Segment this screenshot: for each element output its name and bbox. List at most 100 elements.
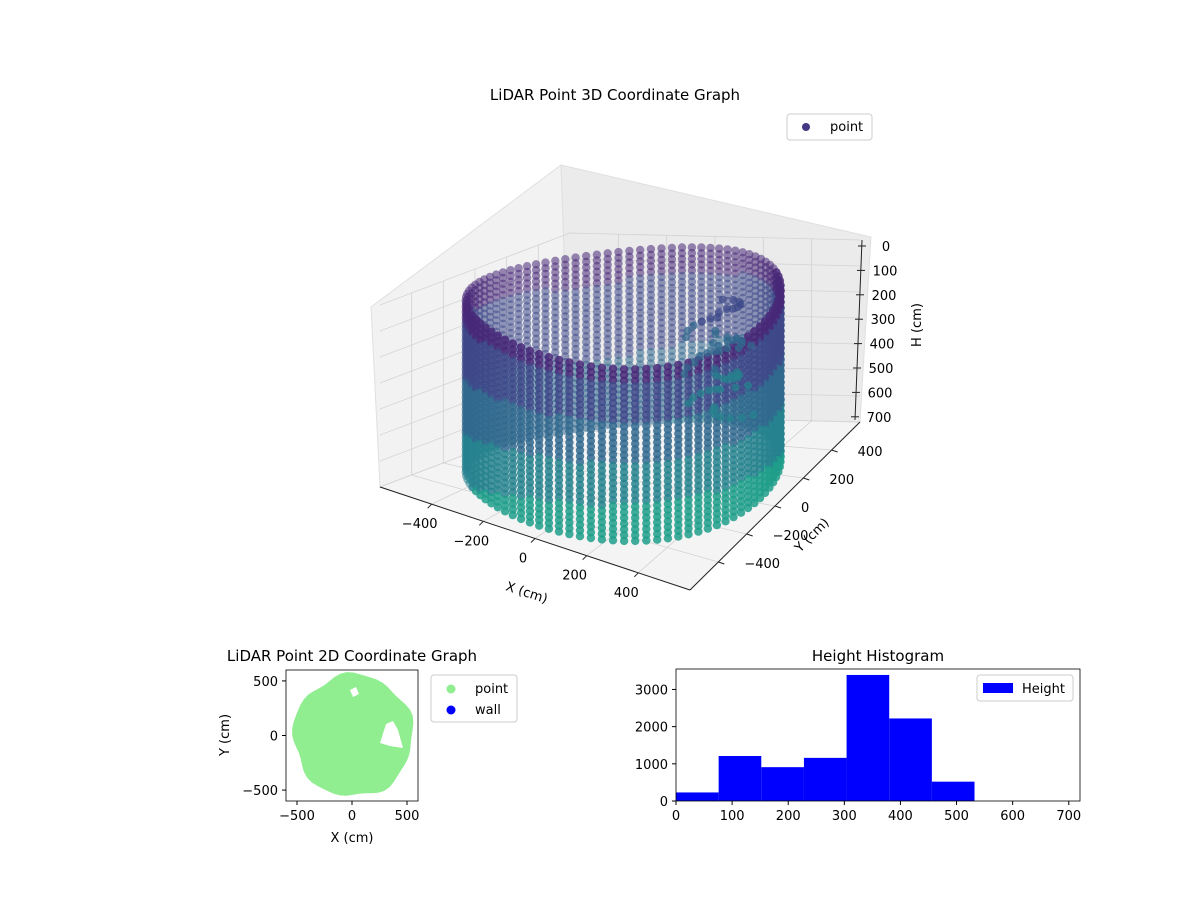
cloud-point <box>625 349 634 359</box>
cloud-point <box>487 476 496 485</box>
cloud-point <box>653 443 662 453</box>
cloud-point <box>608 507 618 516</box>
cloud-point <box>646 250 656 259</box>
cloud-point <box>535 521 544 530</box>
cloud-point <box>506 271 515 281</box>
legend-histogram-swatch <box>983 683 1013 693</box>
cloud-point <box>755 322 765 331</box>
cloud-point <box>631 513 640 523</box>
cloud-obstacle-point <box>690 358 699 367</box>
cloud-point <box>541 338 550 347</box>
y-tick-3d <box>718 561 725 565</box>
z-ticks-3d: 0 100 200 300 400 500 600 700 <box>851 240 897 426</box>
x-tick-label-hist: 100 <box>720 809 745 824</box>
cloud-point <box>636 291 645 300</box>
cloud-point <box>551 285 560 294</box>
y-ticks-3d: −400 −200 0 200 400 <box>718 445 882 572</box>
cloud-point <box>674 417 683 427</box>
cloud-point <box>736 508 746 517</box>
z-tick-label-3d: 700 <box>867 411 892 426</box>
x-tick-label-hist: 300 <box>832 809 857 824</box>
grid-floor-y <box>411 474 719 563</box>
cloud-point <box>525 501 535 510</box>
cloud-point <box>565 512 574 522</box>
cloud-obstacle-point <box>735 297 744 306</box>
cloud-point <box>603 306 612 315</box>
cloud-point <box>646 307 656 317</box>
histogram-bar <box>761 767 804 801</box>
cloud-point <box>631 370 640 380</box>
cloud-point <box>653 386 662 396</box>
y-tick-3d <box>831 449 838 453</box>
cloud-point <box>729 512 738 522</box>
cloud-point <box>694 527 703 536</box>
cloud-point <box>603 249 612 258</box>
cloud-point <box>646 336 656 345</box>
cloud-point <box>597 432 607 441</box>
cloud-point <box>535 498 544 507</box>
cloud-point <box>743 429 753 438</box>
x-tick-label-hist: 700 <box>1056 809 1081 824</box>
cloud-point <box>614 259 623 268</box>
cloud-obstacle-point <box>749 410 758 419</box>
cloud-point <box>487 447 496 456</box>
cloud-point <box>514 309 523 319</box>
cloud-point <box>619 473 629 483</box>
top-gap-2d <box>350 687 359 697</box>
cloud-point <box>500 432 510 442</box>
cloud-obstacle-point <box>726 414 735 423</box>
cloud-point <box>677 300 687 309</box>
cloud-point <box>597 375 607 384</box>
cloud-point <box>674 389 683 398</box>
cloud-obstacle-point <box>689 393 698 402</box>
cloud-point <box>712 475 722 484</box>
cloud-point <box>516 365 526 375</box>
cloud-obstacle-point <box>681 333 690 342</box>
x-tick-label-3d: 200 <box>562 569 587 584</box>
cloud-point <box>525 518 535 527</box>
cloud-point <box>608 364 618 373</box>
cloud-point <box>571 322 580 331</box>
cloud-point <box>535 441 544 450</box>
cloud-point <box>674 446 683 455</box>
cloud-point <box>535 470 544 479</box>
cloud-point <box>575 360 585 369</box>
cloud-obstacle-point <box>710 347 719 356</box>
x-tick-3d <box>582 555 588 561</box>
cloud-point <box>642 370 651 379</box>
cloud-obstacle-point <box>718 295 727 304</box>
cloud-point <box>743 486 753 495</box>
cloud-point <box>703 518 712 527</box>
cloud-point <box>636 320 645 329</box>
legend-3d: point <box>786 113 873 141</box>
cloud-point <box>738 265 747 274</box>
cloud-point <box>750 498 759 508</box>
cloud-point <box>723 285 732 294</box>
cloud-point <box>743 503 753 513</box>
cloud-point <box>642 456 651 465</box>
cloud-point <box>508 339 517 348</box>
cloud-point <box>697 300 706 309</box>
cloud-point <box>592 267 602 276</box>
cloud-point <box>697 329 706 338</box>
cloud-point <box>706 306 715 315</box>
cloud-point <box>653 415 662 424</box>
cloud-obstacle-point <box>722 305 731 313</box>
cloud-point <box>544 524 554 533</box>
cloud-point <box>487 390 496 399</box>
cloud-point <box>636 262 645 272</box>
histogram-title: Height Histogram <box>812 647 944 665</box>
cloud-point <box>541 281 550 290</box>
cloud-point <box>715 267 724 276</box>
cloud-point <box>500 346 510 356</box>
cloud-point <box>684 530 693 539</box>
cloud-point <box>493 331 503 340</box>
legend-2d-marker-wall <box>446 705 456 715</box>
cloud-point <box>565 529 574 539</box>
point-cloud-3d <box>461 243 785 546</box>
cloud-point <box>582 349 591 358</box>
x-tick-3d <box>478 520 484 526</box>
cloud-point <box>625 292 634 301</box>
cloud-obstacle-point <box>683 326 692 335</box>
cloud-point <box>750 424 759 433</box>
